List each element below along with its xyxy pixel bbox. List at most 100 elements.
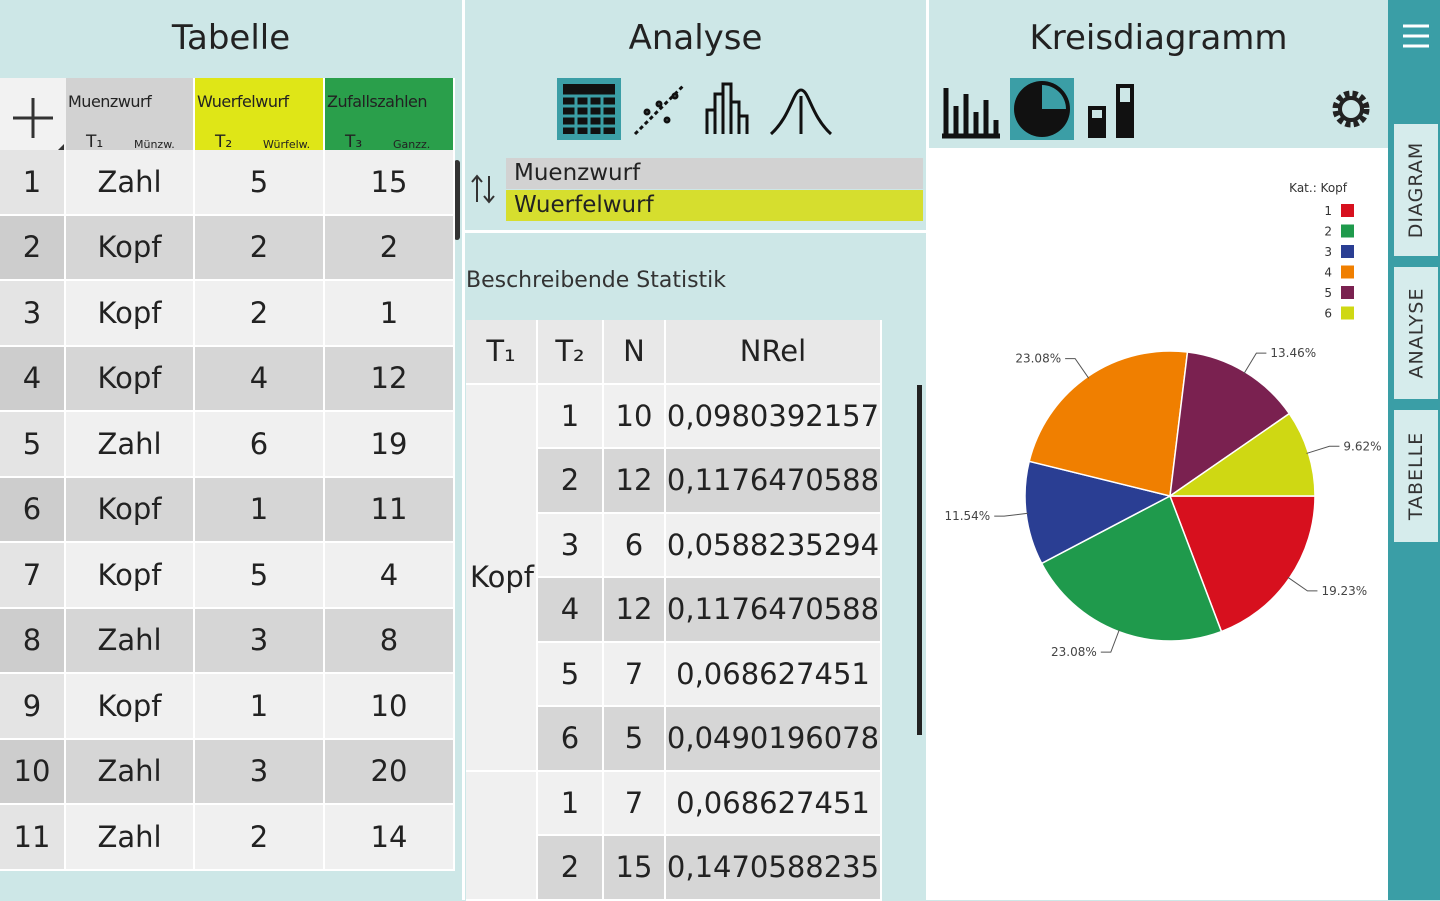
table-cell[interactable]: 10 <box>325 674 455 740</box>
legend-label: 4 <box>1324 266 1332 280</box>
stats-cell: 7 <box>604 771 666 836</box>
table-cell[interactable]: 6 <box>195 412 325 478</box>
table-cell[interactable]: Zahl <box>66 608 195 674</box>
divider <box>462 0 465 900</box>
column-type: Ganzz. <box>393 138 431 151</box>
settings-icon[interactable] <box>1328 86 1374 132</box>
table-cell: 5 <box>0 412 66 478</box>
column-header[interactable] <box>195 78 325 156</box>
table-cell[interactable]: 3 <box>195 739 325 805</box>
table-cell[interactable]: 11 <box>325 477 455 543</box>
table-cell[interactable]: Kopf <box>66 674 195 740</box>
stats-cell: 0,068627451 <box>666 771 882 836</box>
table-cell[interactable]: 4 <box>195 346 325 412</box>
leader-line <box>994 512 1029 517</box>
bar-chart-icon[interactable] <box>942 88 1000 139</box>
stats-header: T₁ <box>466 320 538 385</box>
stats-cell: 7 <box>604 642 666 707</box>
table-cell[interactable]: Zahl <box>66 150 195 216</box>
stats-cell: 6 <box>604 513 666 578</box>
table-cell[interactable]: 1 <box>195 674 325 740</box>
table-cell[interactable]: 2 <box>195 281 325 347</box>
panel-title: Tabelle <box>171 18 291 58</box>
column-header[interactable] <box>66 78 195 156</box>
table-cell[interactable]: 2 <box>325 215 455 281</box>
legend-title: Kat.: Kopf <box>1289 181 1348 195</box>
side-tab-label: ANALYSE <box>1405 287 1428 379</box>
column-name: Muenzwurf <box>68 92 152 111</box>
stats-header: T₂ <box>538 320 604 385</box>
menu-icon[interactable] <box>1400 20 1432 52</box>
table-cell[interactable]: Kopf <box>66 543 195 609</box>
legend-swatch <box>1341 306 1354 320</box>
side-tab-label: DIAGRAM <box>1405 141 1428 239</box>
side-tab[interactable]: TABELLE <box>1394 410 1438 542</box>
table-cell[interactable]: 2 <box>195 215 325 281</box>
leader-line <box>1065 358 1090 379</box>
stats-cell: 4 <box>538 578 604 643</box>
stats-cell: 10 <box>604 384 666 449</box>
distribution-icon[interactable] <box>769 88 833 136</box>
table-cell[interactable]: Zahl <box>66 805 195 871</box>
table-cell[interactable]: Kopf <box>66 346 195 412</box>
stats-cell: 5 <box>538 642 604 707</box>
table-cell[interactable]: 2 <box>195 805 325 871</box>
table-cell[interactable]: 1 <box>325 281 455 347</box>
table-cell[interactable]: 3 <box>195 608 325 674</box>
stats-cell: 2 <box>538 449 604 514</box>
table-cell[interactable]: Kopf <box>66 215 195 281</box>
table-cell[interactable]: 4 <box>325 543 455 609</box>
stats-header: N <box>604 320 666 385</box>
group-label: Kopf <box>466 384 538 772</box>
column-name: Wuerfelwurf <box>197 92 289 111</box>
column-symbol: T₃ <box>345 132 363 152</box>
group-label <box>466 771 538 901</box>
table-cell[interactable]: 1 <box>195 477 325 543</box>
stats-header: NRel <box>666 320 882 385</box>
pie-chart: 19.23% 23.08% 11.54% 23.08% 13.46% 9.62% Kat.:… <box>929 148 1388 900</box>
legend-swatch <box>1341 286 1354 299</box>
column-header[interactable] <box>325 78 455 156</box>
variable-item[interactable]: Wuerfelwurf <box>506 190 923 221</box>
table-cell: 10 <box>0 739 66 805</box>
table-cell[interactable]: Kopf <box>66 477 195 543</box>
variable-item[interactable]: Muenzwurf <box>506 158 923 189</box>
add-row-button[interactable] <box>0 78 66 156</box>
stats-cell: 1 <box>538 771 604 836</box>
leader-line <box>1287 576 1318 592</box>
side-tab[interactable]: ANALYSE <box>1394 267 1438 399</box>
legend-swatch <box>1341 204 1354 217</box>
side-tab[interactable]: DIAGRAM <box>1394 124 1438 256</box>
table-cell[interactable]: 8 <box>325 608 455 674</box>
table-cell[interactable]: 19 <box>325 412 455 478</box>
table-cell[interactable]: 12 <box>325 346 455 412</box>
stats-cell: 0,1176470588 <box>666 449 882 514</box>
stats-cell: 15 <box>604 836 666 901</box>
slice-label: 23.08% <box>1015 352 1061 366</box>
stats-cell: 0,1470588235 <box>666 836 882 901</box>
regression-icon[interactable] <box>633 84 685 136</box>
histogram-icon[interactable] <box>705 82 749 134</box>
stats-cell: 1 <box>538 384 604 449</box>
panel-title: Kreisdiagramm <box>1029 18 1288 58</box>
legend-swatch <box>1341 224 1354 238</box>
slice-label: 19.23% <box>1321 584 1367 598</box>
table-cell: 11 <box>0 805 66 871</box>
table-cell[interactable]: 20 <box>325 739 455 805</box>
table-cell[interactable]: 14 <box>325 805 455 871</box>
table-cell: 1 <box>0 150 66 216</box>
column-symbol: T₂ <box>215 132 233 152</box>
table-cell: 4 <box>0 346 66 412</box>
sort-icon[interactable] <box>470 172 496 206</box>
diagram-toolbar <box>942 78 1134 140</box>
slice-label: 13.46% <box>1270 346 1316 360</box>
table-cell[interactable]: 15 <box>325 150 455 216</box>
table-cell[interactable]: Kopf <box>66 281 195 347</box>
table-cell[interactable]: Zahl <box>66 412 195 478</box>
table-cell[interactable]: Zahl <box>66 739 195 805</box>
table-cell[interactable]: 5 <box>195 150 325 216</box>
analysis-toolbar <box>557 78 833 140</box>
legend-label: 1 <box>1324 204 1332 218</box>
table-cell[interactable]: 5 <box>195 543 325 609</box>
